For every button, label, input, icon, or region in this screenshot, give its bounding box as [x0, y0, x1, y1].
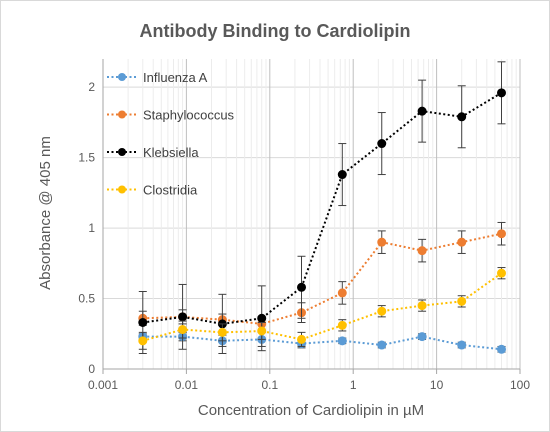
legend-marker — [118, 148, 126, 156]
data-point — [457, 296, 467, 306]
data-point — [457, 112, 467, 122]
data-point — [457, 340, 467, 350]
legend-entry: Staphylococcus — [107, 108, 235, 123]
series-influenza-a — [138, 331, 506, 354]
legend-marker — [118, 185, 126, 194]
series-line — [142, 232, 502, 325]
series-clostridia — [138, 267, 506, 350]
x-tick-label: 100 — [510, 378, 530, 392]
data-point — [257, 326, 267, 336]
data-point — [377, 306, 387, 316]
data-point — [178, 325, 188, 335]
y-tick-label: 0 — [88, 362, 95, 376]
legend-marker — [118, 73, 126, 81]
x-tick-label: 0.1 — [261, 378, 278, 392]
x-tick-labels: 0.001 0.01 0.1 1 10 100 — [88, 378, 530, 392]
legend-label: Clostridia — [143, 183, 198, 198]
y-tick-labels: 0 0.5 1 1.5 2 — [78, 80, 95, 376]
series-staphylococcus — [138, 221, 506, 332]
data-point — [377, 139, 387, 149]
series-line — [142, 272, 503, 342]
data-point — [337, 288, 347, 298]
data-point — [417, 301, 427, 311]
data-point — [457, 237, 467, 247]
y-tick-label: 1 — [88, 221, 95, 235]
data-point — [377, 340, 387, 350]
data-point — [297, 334, 307, 344]
x-tick-label: 0.001 — [88, 378, 118, 392]
data-point — [337, 320, 347, 330]
data-point — [337, 336, 347, 346]
legend-label: Staphylococcus — [143, 108, 235, 123]
data-point — [496, 229, 506, 239]
legend: Influenza A Staphylococcus Klebsiella Clost… — [107, 70, 235, 198]
data-point — [297, 282, 307, 292]
legend-entry: Klebsiella — [107, 145, 199, 160]
x-tick-label: 10 — [430, 378, 444, 392]
y-tick-label: 2 — [88, 80, 95, 94]
legend-label: Influenza A — [143, 70, 208, 85]
grid-lines — [103, 59, 521, 369]
plot-area — [138, 61, 506, 354]
legend-entry: Influenza A — [107, 70, 208, 85]
chart-title: Antibody Binding to Cardiolipin — [140, 21, 411, 41]
data-point — [496, 268, 506, 278]
legend-entry: Clostridia — [107, 183, 198, 198]
x-tick-label: 0.01 — [175, 378, 199, 392]
legend-marker — [118, 110, 126, 119]
data-point — [417, 332, 427, 342]
series-line — [142, 91, 503, 325]
data-point — [337, 170, 347, 180]
data-point — [496, 88, 506, 98]
y-axis-title: Absorbance @ 405 nm — [37, 136, 54, 290]
legend-label: Klebsiella — [143, 145, 199, 160]
data-point — [496, 344, 506, 354]
data-point — [417, 106, 427, 116]
series-line — [142, 335, 502, 351]
axes — [102, 59, 521, 374]
data-point — [178, 312, 188, 322]
series-klebsiella — [138, 61, 506, 354]
y-tick-label: 1.5 — [78, 151, 95, 165]
y-tick-label: 0.5 — [78, 292, 95, 306]
x-tick-label: 1 — [350, 378, 357, 392]
data-point — [138, 318, 148, 327]
data-point — [217, 327, 227, 337]
data-point — [257, 313, 267, 323]
data-point — [417, 246, 427, 256]
data-point — [138, 336, 148, 346]
data-point — [377, 237, 387, 247]
x-axis-title: Concentration of Cardiolipin in µM — [198, 402, 424, 419]
